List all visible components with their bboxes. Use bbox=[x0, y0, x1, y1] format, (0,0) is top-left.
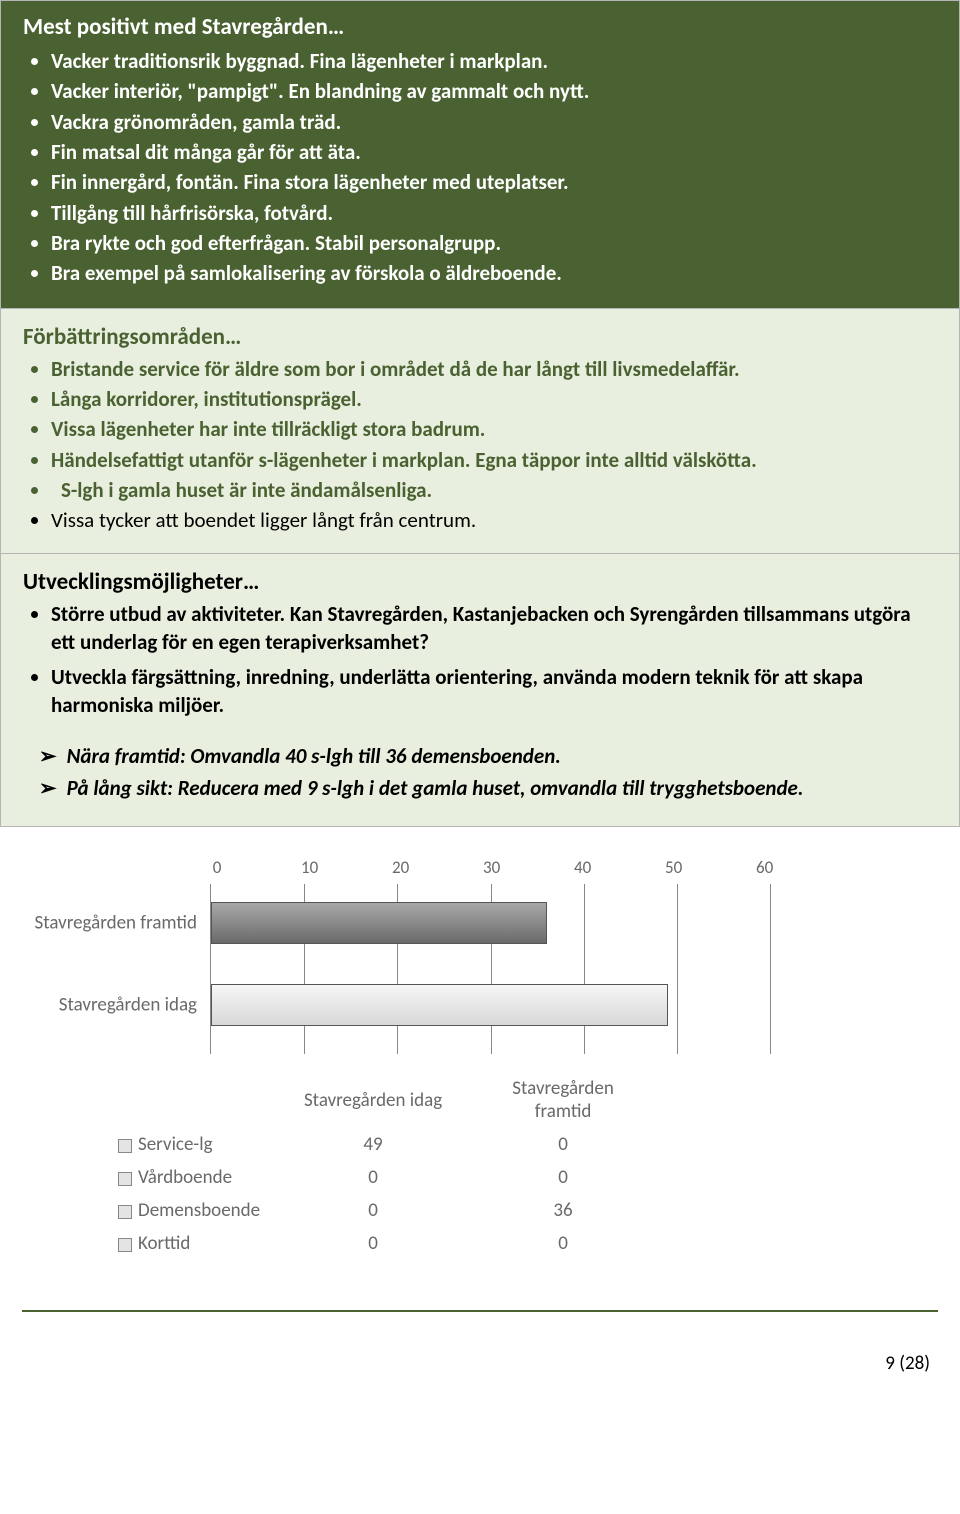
list-item: Vackra grönområden, gamla träd. bbox=[51, 108, 937, 136]
bar-label: Stavregården framtid bbox=[34, 912, 211, 935]
swatch-icon bbox=[118, 1205, 132, 1219]
cell: 0 bbox=[278, 1227, 468, 1260]
list-item: Händelsefattigt utanför s-lägenheter i m… bbox=[51, 446, 937, 474]
tick-label: 50 bbox=[665, 857, 679, 878]
content-panel: Mest positivt med Stavregården… Vacker t… bbox=[0, 0, 960, 827]
tick-label: 0 bbox=[210, 857, 224, 878]
row-label: Demensboende bbox=[138, 1199, 260, 1222]
page-number: 9 (28) bbox=[0, 1312, 960, 1395]
list-item: Bra exempel på samlokalisering av försko… bbox=[51, 259, 937, 287]
list-item: Bra rykte och god efterfrågan. Stabil pe… bbox=[51, 229, 937, 257]
cell: 0 bbox=[468, 1161, 658, 1194]
tick-label: 30 bbox=[483, 857, 497, 878]
tick-label: 20 bbox=[392, 857, 406, 878]
swatch-icon bbox=[118, 1139, 132, 1153]
list-item: Fin innergård, fontän. Fina stora lägenh… bbox=[51, 168, 937, 196]
table-row: Service-lg 49 0 bbox=[100, 1128, 658, 1161]
opportunities-heading: Utvecklingsmöjligheter… bbox=[23, 568, 937, 596]
improvements-section: Förbättringsområden… Bristande service f… bbox=[1, 308, 959, 553]
cell: 0 bbox=[468, 1128, 658, 1161]
row-label: Korttid bbox=[138, 1232, 190, 1255]
future-list: Nära framtid: Omvandla 40 s-lgh till 36 … bbox=[23, 741, 937, 804]
list-item: Vissa lägenheter har inte tillräckligt s… bbox=[51, 415, 937, 443]
improvements-heading: Förbättringsområden… bbox=[23, 323, 937, 351]
list-item: Bristande service för äldre som bor i om… bbox=[51, 355, 937, 383]
bar-row: Stavregården idag bbox=[211, 984, 668, 1026]
list-item: S-lgh i gamla huset är inte ändamålsenli… bbox=[51, 476, 937, 504]
opportunities-list: Större utbud av aktiviteter. Kan Stavreg… bbox=[23, 600, 937, 719]
row-label: Vårdboende bbox=[138, 1166, 232, 1189]
bar bbox=[211, 984, 668, 1026]
cell: 36 bbox=[468, 1194, 658, 1227]
list-item: Utveckla färgsättning, inredning, underl… bbox=[51, 663, 937, 720]
bar-row: Stavregården framtid bbox=[211, 902, 547, 944]
page: Mest positivt med Stavregården… Vacker t… bbox=[0, 0, 960, 1395]
positives-list: Vacker traditionsrik byggnad. Fina lägen… bbox=[23, 47, 937, 288]
cell: 0 bbox=[278, 1194, 468, 1227]
column-header: Stavregården framtid bbox=[468, 1072, 658, 1128]
chart-section: 0 10 20 30 40 50 60 Stavregården framtid bbox=[0, 827, 960, 1270]
tick-label: 60 bbox=[756, 857, 770, 878]
cell: 0 bbox=[278, 1161, 468, 1194]
row-label: Service-lg bbox=[138, 1133, 213, 1156]
list-item: Vissa tycker att boendet ligger långt fr… bbox=[51, 506, 937, 534]
table-row: Vårdboende 0 0 bbox=[100, 1161, 658, 1194]
list-item: Vacker traditionsrik byggnad. Fina lägen… bbox=[51, 47, 937, 75]
list-item: Vacker interiör, "pampigt". En blandning… bbox=[51, 77, 937, 105]
list-item: Större utbud av aktiviteter. Kan Stavreg… bbox=[51, 600, 937, 657]
list-item: På lång sikt: Reducera med 9 s-lgh i det… bbox=[39, 773, 937, 805]
bar-chart: 0 10 20 30 40 50 60 Stavregården framtid bbox=[210, 857, 770, 1054]
list-item: Fin matsal dit många går för att äta. bbox=[51, 138, 937, 166]
tick-label: 10 bbox=[301, 857, 315, 878]
table-row: Demensboende 0 36 bbox=[100, 1194, 658, 1227]
swatch-icon bbox=[118, 1238, 132, 1252]
list-item: Långa korridorer, institutionsprägel. bbox=[51, 385, 937, 413]
gridline bbox=[584, 884, 585, 1054]
gridline bbox=[770, 884, 771, 1054]
bar bbox=[211, 902, 547, 944]
x-axis: 0 10 20 30 40 50 60 bbox=[210, 857, 770, 878]
bar-label: Stavregården idag bbox=[59, 994, 211, 1017]
legend-table: Stavregården idag Stavregården framtid S… bbox=[100, 1072, 658, 1260]
cell: 49 bbox=[278, 1128, 468, 1161]
list-item: Tillgång till hårfrisörska, fotvård. bbox=[51, 199, 937, 227]
cell: 0 bbox=[468, 1227, 658, 1260]
plot-area: Stavregården framtid Stavregården idag bbox=[210, 884, 770, 1054]
table-row: Korttid 0 0 bbox=[100, 1227, 658, 1260]
positives-section: Mest positivt med Stavregården… Vacker t… bbox=[1, 1, 959, 308]
table-header-row: Stavregården idag Stavregården framtid bbox=[100, 1072, 658, 1128]
list-item: Nära framtid: Omvandla 40 s-lgh till 36 … bbox=[39, 741, 937, 773]
tick-label: 40 bbox=[574, 857, 588, 878]
swatch-icon bbox=[118, 1172, 132, 1186]
gridline bbox=[677, 884, 678, 1054]
column-header: Stavregården idag bbox=[278, 1072, 468, 1128]
positives-heading: Mest positivt med Stavregården… bbox=[23, 13, 937, 41]
opportunities-section: Utvecklingsmöjligheter… Större utbud av … bbox=[1, 553, 959, 826]
improvements-list: Bristande service för äldre som bor i om… bbox=[23, 355, 937, 535]
